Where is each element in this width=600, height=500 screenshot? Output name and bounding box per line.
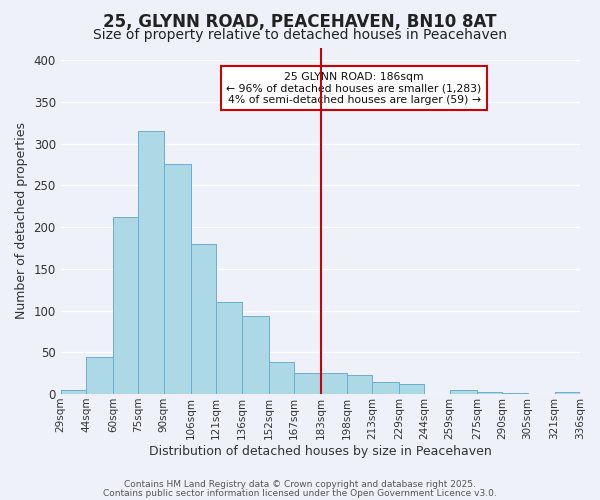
Bar [191, 244, 216, 394]
Bar [113, 217, 139, 394]
Text: 25, GLYNN ROAD, PEACEHAVEN, BN10 8AT: 25, GLYNN ROAD, PEACEHAVEN, BN10 8AT [103, 12, 497, 30]
Y-axis label: Number of detached properties: Number of detached properties [15, 122, 28, 320]
Text: Contains HM Land Registry data © Crown copyright and database right 2025.: Contains HM Land Registry data © Crown c… [124, 480, 476, 489]
Bar [502, 393, 527, 394]
Bar [86, 358, 113, 394]
Bar [294, 373, 321, 394]
Bar [554, 392, 580, 394]
X-axis label: Distribution of detached houses by size in Peacehaven: Distribution of detached houses by size … [149, 444, 492, 458]
Bar [216, 302, 242, 394]
Bar [242, 316, 269, 394]
Bar [477, 392, 502, 394]
Bar [372, 382, 399, 394]
Bar [321, 373, 347, 394]
Text: Contains public sector information licensed under the Open Government Licence v3: Contains public sector information licen… [103, 488, 497, 498]
Bar [139, 131, 164, 394]
Bar [269, 362, 294, 394]
Text: Size of property relative to detached houses in Peacehaven: Size of property relative to detached ho… [93, 28, 507, 42]
Bar [347, 375, 372, 394]
Bar [164, 164, 191, 394]
Text: 25 GLYNN ROAD: 186sqm
← 96% of detached houses are smaller (1,283)
4% of semi-de: 25 GLYNN ROAD: 186sqm ← 96% of detached … [226, 72, 482, 105]
Bar [399, 384, 424, 394]
Bar [61, 390, 86, 394]
Bar [450, 390, 477, 394]
